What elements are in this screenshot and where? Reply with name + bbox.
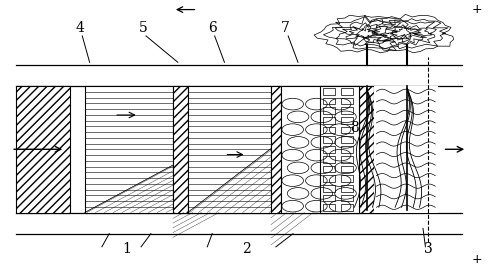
Bar: [323, 146, 335, 153]
Bar: [85, 86, 173, 213]
Bar: [341, 204, 353, 211]
Bar: [323, 185, 335, 192]
Bar: [281, 86, 359, 213]
Bar: [188, 86, 271, 213]
Bar: [323, 117, 335, 124]
Bar: [173, 86, 188, 213]
Bar: [341, 146, 353, 153]
Text: 3: 3: [423, 242, 432, 256]
Bar: [323, 156, 335, 162]
Bar: [341, 107, 353, 114]
Bar: [341, 127, 353, 133]
Bar: [16, 86, 70, 213]
Text: 4: 4: [75, 21, 84, 35]
Bar: [323, 194, 335, 201]
Text: 6: 6: [208, 21, 216, 35]
Bar: [374, 86, 438, 213]
Bar: [323, 88, 335, 95]
Bar: [323, 98, 335, 104]
Text: +: +: [472, 3, 482, 16]
Bar: [341, 156, 353, 162]
Bar: [320, 86, 359, 213]
Text: +: +: [472, 253, 482, 267]
Text: 5: 5: [139, 21, 148, 35]
Bar: [271, 86, 281, 213]
Bar: [341, 117, 353, 124]
Text: 1: 1: [122, 242, 131, 256]
Bar: [341, 98, 353, 104]
Text: 8: 8: [350, 121, 359, 135]
Bar: [323, 107, 335, 114]
Bar: [359, 86, 374, 213]
Bar: [323, 175, 335, 182]
Bar: [341, 88, 353, 95]
Text: 7: 7: [282, 21, 290, 35]
Bar: [323, 127, 335, 133]
Bar: [341, 175, 353, 182]
Bar: [323, 204, 335, 211]
Bar: [323, 136, 335, 143]
Bar: [374, 86, 388, 213]
Bar: [341, 136, 353, 143]
Text: 2: 2: [242, 242, 251, 256]
Bar: [323, 165, 335, 172]
Bar: [341, 165, 353, 172]
Bar: [341, 194, 353, 201]
Bar: [341, 185, 353, 192]
